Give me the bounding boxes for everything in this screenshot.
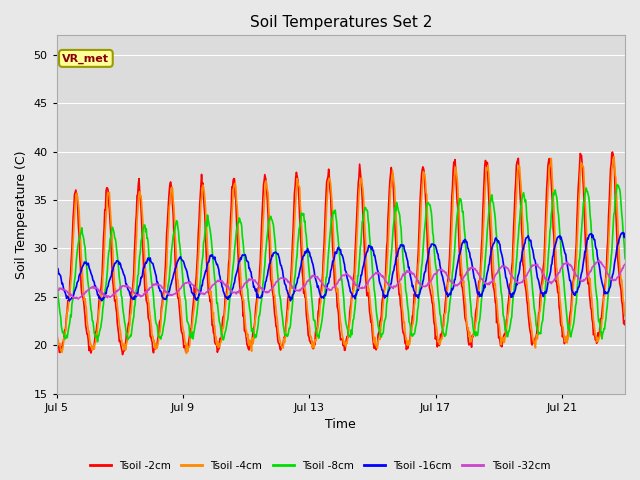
Tsoil -32cm (75, 296, 83, 302)
Tsoil -16cm (188, 285, 195, 290)
Tsoil -2cm (53, 338, 61, 344)
Tsoil -32cm (53, 288, 61, 293)
Tsoil -32cm (513, 278, 520, 284)
Tsoil -8cm (74, 250, 81, 256)
Tsoil -8cm (513, 260, 520, 265)
Tsoil -2cm (621, 322, 629, 328)
Y-axis label: Soil Temperature (C): Soil Temperature (C) (15, 150, 28, 279)
Tsoil -4cm (260, 203, 268, 208)
X-axis label: Time: Time (326, 419, 356, 432)
Tsoil -32cm (621, 262, 629, 267)
Tsoil -8cm (93, 339, 101, 345)
Tsoil -4cm (376, 336, 383, 341)
Tsoil -2cm (609, 149, 616, 155)
Tsoil -16cm (65, 298, 73, 304)
Line: Tsoil -32cm: Tsoil -32cm (57, 261, 625, 299)
Tsoil -2cm (291, 191, 298, 197)
Line: Tsoil -4cm: Tsoil -4cm (57, 156, 625, 353)
Tsoil -2cm (513, 163, 520, 168)
Tsoil -8cm (188, 335, 195, 341)
Tsoil -2cm (74, 191, 81, 197)
Tsoil -4cm (621, 313, 629, 319)
Tsoil -2cm (376, 328, 383, 334)
Tsoil -8cm (376, 325, 383, 331)
Tsoil -4cm (74, 192, 81, 197)
Tsoil -32cm (74, 295, 81, 300)
Tsoil -16cm (53, 264, 61, 270)
Line: Tsoil -8cm: Tsoil -8cm (57, 185, 625, 342)
Tsoil -4cm (182, 350, 190, 356)
Legend: Tsoil -2cm, Tsoil -4cm, Tsoil -8cm, Tsoil -16cm, Tsoil -32cm: Tsoil -2cm, Tsoil -4cm, Tsoil -8cm, Tsoi… (86, 456, 554, 475)
Tsoil -4cm (53, 330, 61, 336)
Tsoil -2cm (188, 328, 195, 334)
Tsoil -32cm (188, 281, 195, 287)
Title: Soil Temperatures Set 2: Soil Temperatures Set 2 (250, 15, 432, 30)
Tsoil -16cm (74, 278, 82, 284)
Tsoil -16cm (376, 278, 383, 284)
Text: VR_met: VR_met (62, 53, 109, 63)
Tsoil -8cm (621, 256, 629, 262)
Tsoil -4cm (513, 197, 520, 203)
Tsoil -16cm (291, 288, 298, 293)
Tsoil -32cm (595, 258, 603, 264)
Line: Tsoil -16cm: Tsoil -16cm (57, 232, 625, 301)
Tsoil -8cm (260, 268, 268, 274)
Tsoil -16cm (619, 229, 627, 235)
Tsoil -8cm (613, 182, 621, 188)
Tsoil -8cm (291, 276, 298, 282)
Tsoil -8cm (53, 281, 61, 287)
Tsoil -16cm (513, 280, 520, 286)
Tsoil -4cm (291, 223, 298, 229)
Tsoil -32cm (376, 270, 383, 276)
Tsoil -2cm (118, 352, 126, 358)
Tsoil -4cm (188, 333, 195, 338)
Tsoil -2cm (260, 178, 268, 184)
Tsoil -16cm (621, 230, 629, 236)
Tsoil -32cm (291, 286, 298, 292)
Tsoil -4cm (610, 154, 618, 159)
Tsoil -32cm (260, 288, 268, 294)
Line: Tsoil -2cm: Tsoil -2cm (57, 152, 625, 355)
Tsoil -16cm (260, 287, 268, 293)
